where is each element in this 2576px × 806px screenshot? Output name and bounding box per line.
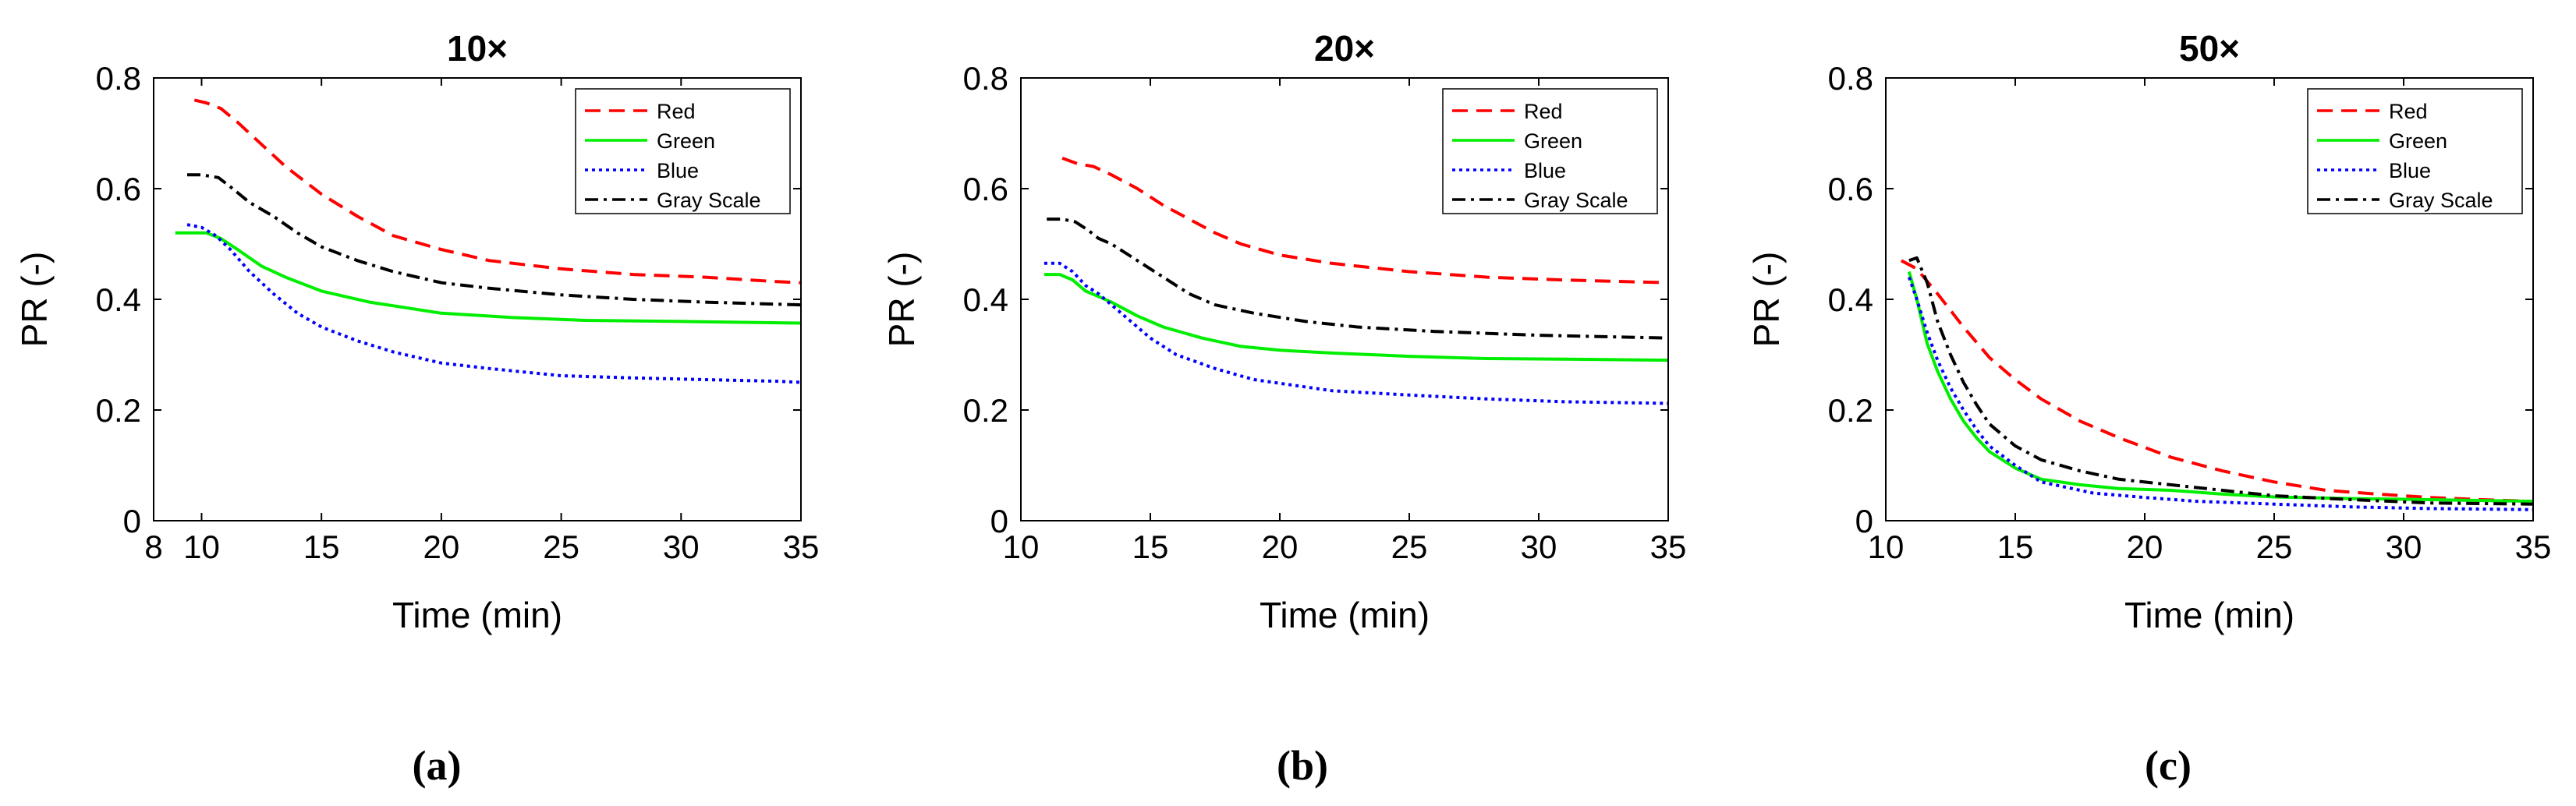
x-tick-label: 30 [1521,528,1557,565]
x-tick-label: 35 [1650,528,1687,565]
legend-entry-label: Blue [657,159,699,182]
y-tick-label: 0.6 [96,171,141,207]
legend-entry-label: Blue [1524,159,1566,182]
legend-entry-label: Gray Scale [2389,189,2493,212]
series-line-gray-scale [1908,256,2534,506]
x-tick-label: 15 [1997,528,2034,565]
x-axis-label: Time (min) [392,595,562,635]
x-tick-label: 25 [2256,528,2293,565]
x-tick-label: 10 [1003,528,1040,565]
y-tick-label: 0.8 [96,60,141,97]
panel-caption: (c) [2145,742,2192,789]
x-tick-label: 15 [303,528,340,565]
x-tick-label: 25 [1391,528,1428,565]
y-axis-label: PR (-) [881,252,922,348]
x-axis-label: Time (min) [1260,595,1430,635]
x-tick-label: 30 [663,528,700,565]
legend-entry-label: Green [657,129,715,153]
x-tick-label: 30 [2386,528,2422,565]
panel-b: 20× 10 15 20 25 30 35 0 0.2 0.4 0.6 0.8 Time (min) PR… [881,28,1686,789]
series-line-red [1900,259,2534,504]
y-axis-label: PR (-) [1746,252,1787,348]
x-tick-label: 20 [1262,528,1299,565]
y-tick-label: 0 [123,503,141,539]
legend: Red Green Blue Gray Scale [1442,88,1658,214]
x-tick-label: 15 [1132,528,1169,565]
panel-title: 10× [447,28,508,69]
series-line-green [1044,273,1669,362]
legend-entry-label: Red [1524,100,1563,123]
x-tick-label: 10 [1868,528,1905,565]
y-tick-label: 0.2 [963,392,1008,429]
y-tick-label: 0.4 [963,281,1008,318]
legend-entry-label: Blue [2389,159,2431,182]
y-axis-label: PR (-) [14,252,55,348]
series-line-red [1061,157,1669,285]
legend-entry-label: Green [2389,129,2447,153]
x-tick-label: 20 [423,528,460,565]
y-tick-label: 0 [990,503,1008,539]
panel-caption: (b) [1277,742,1328,789]
series-line-gray-scale [187,173,802,307]
y-tick-label: 0.8 [1828,60,1873,97]
series-group [1900,256,2534,511]
x-tick-label: 10 [183,528,220,565]
series-line-blue [186,223,802,384]
series-line-blue [1908,276,2534,511]
y-tick-label: 0.2 [1828,392,1873,429]
panel-c: 50× 10 15 20 25 30 35 0 0.2 0.4 0.6 0.8 Time (min) PR… [1746,28,2551,789]
y-tick-label: 0.2 [96,392,141,429]
panel-title: 20× [1314,28,1375,69]
panel-caption: (a) [413,742,462,789]
y-tick-label: 0.4 [1828,281,1873,318]
y-tick-label: 0.6 [1828,171,1873,207]
legend-entry-label: Gray Scale [1524,189,1628,212]
y-tick-label: 0.4 [96,281,141,318]
x-tick-label: 35 [2515,528,2552,565]
legend: Red Green Blue Gray Scale [2307,88,2523,214]
y-tick-label: 0 [1855,503,1873,539]
y-tick-label: 0.6 [963,171,1008,207]
series-line-red [193,98,802,285]
legend-entry-label: Red [657,100,696,123]
legend-entry-label: Green [1524,129,1582,153]
series-group [1044,157,1669,405]
series-line-green [1907,270,2534,504]
legend-entry-label: Gray Scale [657,189,761,212]
series-group [175,98,802,384]
x-tick-label: 20 [2127,528,2163,565]
legend: Red Green Blue Gray Scale [575,88,791,214]
panel-a: 10× 8 10 15 20 25 30 35 0 0.2 0.4 0.6 0.8 Time (min) P… [14,28,819,789]
x-tick-label: 25 [543,528,579,565]
legend-entry-label: Red [2389,100,2428,123]
series-line-gray-scale [1047,217,1669,340]
x-tick-label: 8 [144,528,162,565]
panel-title: 50× [2179,28,2240,69]
x-tick-label: 35 [783,528,820,565]
series-line-blue [1044,261,1669,405]
y-tick-label: 0.8 [963,60,1008,97]
series-line-green [175,231,802,325]
x-axis-label: Time (min) [2124,595,2294,635]
